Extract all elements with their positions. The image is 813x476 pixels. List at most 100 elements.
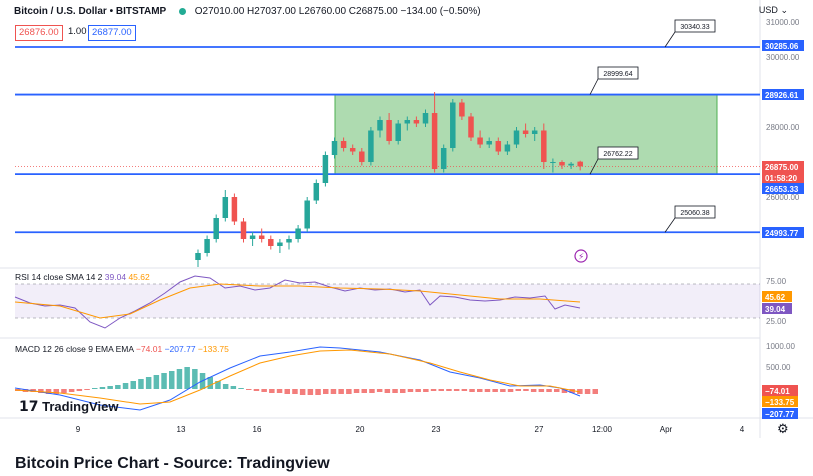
price-label-text: 26875.00 (765, 163, 799, 172)
candle-body[interactable] (495, 141, 502, 152)
rsi-title: RSI 14 close SMA 14 2 (15, 272, 103, 282)
macd-histogram-bar (530, 389, 537, 392)
macd-histogram-bar (261, 389, 267, 392)
candle-body[interactable] (568, 163, 574, 166)
macd-title: MACD 12 26 close 9 EMA EMA (15, 344, 134, 354)
candle-body[interactable] (204, 239, 210, 253)
candle-body[interactable] (368, 130, 374, 163)
candle-body[interactable] (349, 148, 356, 152)
candle-body[interactable] (395, 123, 401, 142)
candle-body[interactable] (195, 253, 201, 260)
macd-histogram-bar (561, 389, 568, 393)
candle-body[interactable] (258, 235, 265, 240)
macd-value-box (762, 385, 798, 396)
svg-text:⚡: ⚡ (578, 253, 584, 263)
candle-body[interactable] (486, 141, 492, 145)
candle-body[interactable] (231, 197, 238, 222)
macd-histogram-bar (299, 389, 306, 395)
candle-body[interactable] (450, 102, 456, 149)
bid-price[interactable]: 26876.00 (15, 25, 63, 41)
macd-histogram-bar (453, 389, 460, 391)
candle-body[interactable] (331, 141, 338, 155)
candle-body[interactable] (295, 228, 301, 240)
candle-body[interactable] (313, 183, 320, 201)
candle-body[interactable] (422, 113, 429, 124)
candle-body[interactable] (459, 102, 465, 117)
time-tick-label: 23 (432, 425, 441, 434)
macd-histogram-bar (546, 389, 552, 392)
symbol-title[interactable]: Bitcoin / U.S. Dollar • BITSTAMP (14, 6, 167, 17)
macd-histogram-bar (169, 371, 175, 389)
price-label-box (762, 161, 804, 172)
price-label-box (762, 40, 804, 51)
macd-histogram-bar (145, 377, 152, 389)
time-tick-label: 12:00 (592, 425, 613, 434)
rsi-sma-line[interactable] (14, 283, 581, 319)
price-label-text: 28926.61 (765, 91, 799, 100)
macd-signal-line[interactable] (14, 349, 581, 405)
candle-body[interactable] (541, 130, 547, 163)
candle-body[interactable] (559, 162, 565, 166)
callout-box[interactable] (597, 66, 639, 80)
candle-body[interactable] (377, 120, 383, 131)
callout-box[interactable] (674, 205, 716, 219)
candle-body[interactable] (286, 239, 292, 243)
macd-value-label: −133.75 (765, 398, 795, 407)
candle-body[interactable] (468, 116, 474, 138)
tradingview-logo[interactable]: 𝟭𝟳 TradingView (19, 398, 119, 414)
candle-body[interactable] (504, 144, 511, 152)
macd-histogram-bar (569, 389, 575, 393)
macd-histogram-bar (84, 389, 90, 390)
bolt-icon[interactable] (574, 249, 588, 263)
macd-histogram-bar (554, 389, 560, 392)
candle-body[interactable] (359, 151, 365, 163)
candle-body[interactable] (249, 235, 256, 240)
candle-body[interactable] (413, 120, 420, 124)
rsi-value-box (762, 291, 792, 302)
macd-histogram-bar (500, 389, 506, 392)
macd-histogram-bar (207, 377, 213, 389)
candle-body[interactable] (513, 130, 520, 145)
candle-body[interactable] (340, 141, 347, 148)
macd-histogram-bar (423, 389, 429, 392)
candle-body[interactable] (322, 155, 329, 183)
candle-body[interactable] (577, 161, 583, 167)
macd-histogram-bar (353, 389, 360, 393)
candle-body[interactable] (404, 120, 411, 124)
macd-value-box (762, 396, 798, 407)
candle-body[interactable] (240, 221, 247, 240)
macd-value-label: −74.01 (765, 387, 790, 396)
candle-body[interactable] (431, 113, 438, 169)
macd-line[interactable] (14, 346, 581, 411)
candle-body[interactable] (477, 137, 483, 145)
currency-label[interactable]: USD ⌄ (758, 5, 788, 15)
candle-body[interactable] (386, 120, 392, 141)
macd-histogram-bar (161, 373, 167, 389)
callout-box[interactable] (674, 19, 716, 33)
gear-icon[interactable]: ⚙ (777, 421, 789, 436)
candle-body[interactable] (440, 148, 447, 169)
macd-histogram-bar (222, 384, 229, 389)
price-label-box (762, 89, 804, 100)
macd-histogram-bar (592, 389, 598, 394)
candle-body[interactable] (222, 197, 229, 218)
price-label-text: 24993.77 (765, 229, 799, 238)
candle-body[interactable] (522, 130, 529, 135)
chart-header: Bitcoin / U.S. Dollar • BITSTAMP O27010.… (14, 6, 481, 17)
candle-body[interactable] (531, 130, 538, 135)
candle-body[interactable] (277, 242, 283, 247)
macd-histogram-bar (307, 389, 314, 395)
macd-histogram-bar (130, 381, 136, 389)
candle-body[interactable] (550, 162, 556, 163)
callout-leader (589, 78, 599, 95)
rsi-line[interactable] (14, 275, 581, 329)
candle-body[interactable] (268, 239, 274, 246)
candle-body[interactable] (304, 200, 310, 229)
candle-body[interactable] (213, 218, 219, 239)
macd-histogram-bar (76, 389, 83, 391)
callout-box[interactable] (597, 146, 639, 160)
ask-price[interactable]: 26877.00 (88, 25, 136, 41)
callout-label: 30340.33 (680, 24, 709, 31)
macd-histogram-bar (438, 389, 444, 391)
